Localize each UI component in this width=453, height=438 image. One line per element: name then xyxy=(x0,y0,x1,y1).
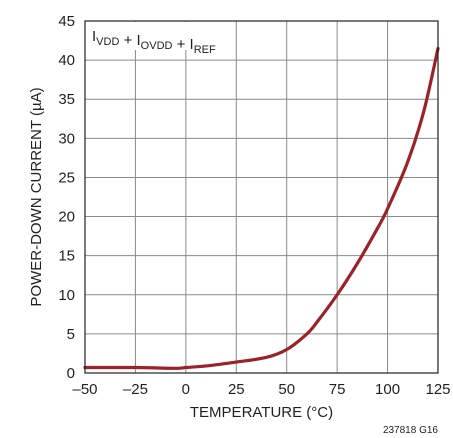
series-layer xyxy=(83,46,440,370)
legend-subscript: VDD xyxy=(96,36,119,48)
figure-id-note: 237818 G16 xyxy=(383,425,438,436)
y-tick-label: 45 xyxy=(58,13,75,30)
y-tick-label: 40 xyxy=(58,52,75,69)
y-tick-label: 20 xyxy=(58,209,75,226)
legend-entry: IVDD + IOVDD + IREF xyxy=(92,28,216,56)
y-tick-label: 25 xyxy=(58,169,75,186)
x-tick-label: 75 xyxy=(329,381,346,398)
y-tick-label: 10 xyxy=(58,287,75,304)
legend-text-part: + I xyxy=(172,36,193,53)
y-tick-label: 35 xyxy=(58,91,75,108)
legend-subscript: OVDD xyxy=(141,40,173,52)
x-tick-label: –25 xyxy=(123,381,148,398)
x-tick-labels: –50 –25 0 25 50 75 100 125 xyxy=(72,381,450,398)
y-tick-label: 30 xyxy=(58,130,75,147)
x-tick-label: 125 xyxy=(425,381,450,398)
legend-text-part: I xyxy=(92,28,96,45)
y-tick-label: 15 xyxy=(58,248,75,265)
x-tick-label: 25 xyxy=(228,381,245,398)
x-tick-label: –50 xyxy=(72,381,97,398)
x-axis-label: TEMPERATURE (°C) xyxy=(190,404,333,421)
legend-background xyxy=(86,22,224,50)
plot-frame xyxy=(84,20,439,374)
x-tick-label: 100 xyxy=(375,381,400,398)
series-line xyxy=(83,46,440,370)
y-axis-label: POWER-DOWN CURRENT (µA) xyxy=(28,87,45,306)
x-tick-label: 0 xyxy=(182,381,190,398)
y-tick-label: 5 xyxy=(67,326,75,343)
legend-text-part: + I xyxy=(119,32,140,49)
grid-lines xyxy=(85,21,438,373)
y-tick-labels: 0 5 10 15 20 25 30 35 40 45 xyxy=(58,13,75,382)
y-tick-label: 0 xyxy=(67,365,75,382)
legend-subscript: REF xyxy=(194,44,216,56)
x-tick-label: 50 xyxy=(278,381,295,398)
